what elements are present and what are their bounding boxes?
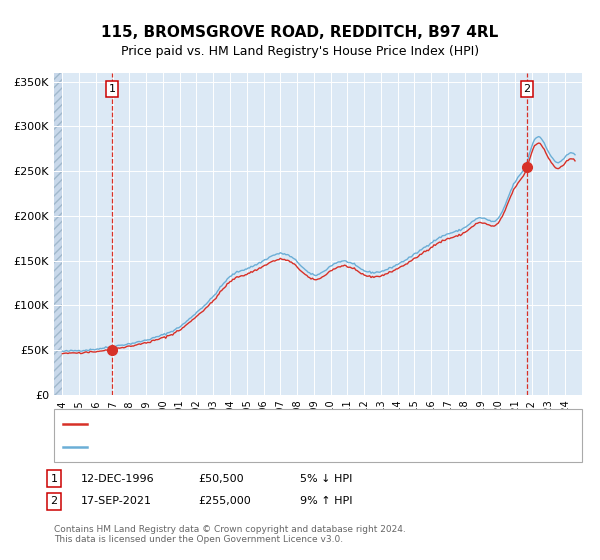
Text: 5% ↓ HPI: 5% ↓ HPI xyxy=(300,474,352,484)
Text: 9% ↑ HPI: 9% ↑ HPI xyxy=(300,496,353,506)
Text: 2: 2 xyxy=(50,496,58,506)
Text: 115, BROMSGROVE ROAD, REDDITCH, B97 4RL (semi-detached house): 115, BROMSGROVE ROAD, REDDITCH, B97 4RL … xyxy=(92,419,460,429)
Text: 12-DEC-1996: 12-DEC-1996 xyxy=(81,474,155,484)
Text: £50,500: £50,500 xyxy=(198,474,244,484)
Text: 2: 2 xyxy=(523,84,530,94)
Text: 1: 1 xyxy=(109,84,115,94)
Text: 115, BROMSGROVE ROAD, REDDITCH, B97 4RL: 115, BROMSGROVE ROAD, REDDITCH, B97 4RL xyxy=(101,25,499,40)
Text: 1: 1 xyxy=(50,474,58,484)
Text: Price paid vs. HM Land Registry's House Price Index (HPI): Price paid vs. HM Land Registry's House … xyxy=(121,45,479,58)
Text: £255,000: £255,000 xyxy=(198,496,251,506)
Bar xyxy=(54,73,62,395)
Text: 17-SEP-2021: 17-SEP-2021 xyxy=(81,496,152,506)
Text: Contains HM Land Registry data © Crown copyright and database right 2024.
This d: Contains HM Land Registry data © Crown c… xyxy=(54,525,406,544)
Text: HPI: Average price, semi-detached house, Redditch: HPI: Average price, semi-detached house,… xyxy=(92,442,359,452)
